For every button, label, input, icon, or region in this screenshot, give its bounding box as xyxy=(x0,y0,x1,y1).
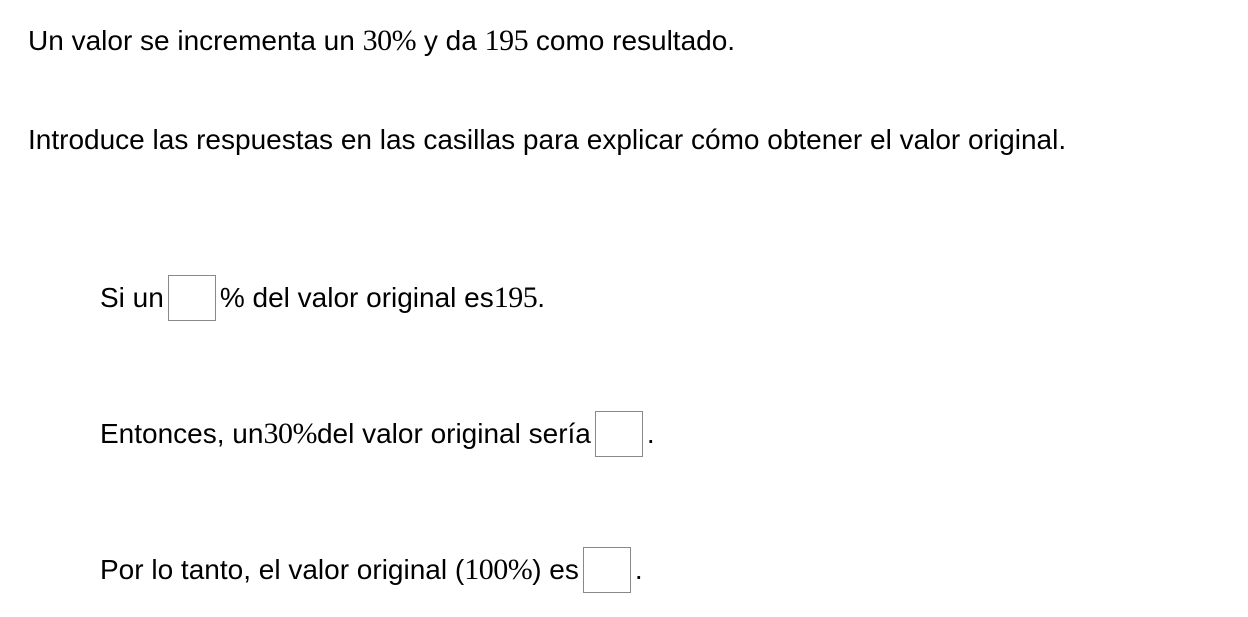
q3-suffix-after: . xyxy=(635,550,643,589)
problem-statement: Un valor se incrementa un 30% y da 195 c… xyxy=(28,18,1220,63)
q1-suffix-after: . xyxy=(537,278,545,317)
q1-answer-input[interactable] xyxy=(168,275,216,321)
q3-percent: 100% xyxy=(464,549,532,591)
question-3: Por lo tanto, el valor original (100%) e… xyxy=(100,547,1220,593)
instructions-text: Introduce las respuestas en las casillas… xyxy=(28,124,1066,155)
intro-text-1b: y da xyxy=(416,25,484,56)
questions-container: Si un % del valor original es 195. Enton… xyxy=(28,275,1220,593)
q2-prefix: Entonces, un xyxy=(100,414,263,453)
q1-suffix-before: % del valor original es xyxy=(220,278,494,317)
question-2: Entonces, un 30% del valor original serí… xyxy=(100,411,1220,457)
q2-percent: 30% xyxy=(263,413,317,455)
question-1: Si un % del valor original es 195. xyxy=(100,275,1220,321)
intro-result: 195 xyxy=(485,24,529,57)
intro-text-1a: Un valor se incrementa un xyxy=(28,25,363,56)
q2-mid: del valor original sería xyxy=(317,414,591,453)
q1-value: 195 xyxy=(494,277,538,319)
q2-answer-input[interactable] xyxy=(595,411,643,457)
q3-suffix-before: ) es xyxy=(532,550,579,589)
q1-prefix: Si un xyxy=(100,278,164,317)
q3-prefix: Por lo tanto, el valor original ( xyxy=(100,550,464,589)
q2-suffix: . xyxy=(647,414,655,453)
intro-text-1c: como resultado. xyxy=(528,25,735,56)
q3-answer-input[interactable] xyxy=(583,547,631,593)
instructions: Introduce las respuestas en las casillas… xyxy=(28,119,1220,161)
intro-percent: 30% xyxy=(363,24,417,57)
